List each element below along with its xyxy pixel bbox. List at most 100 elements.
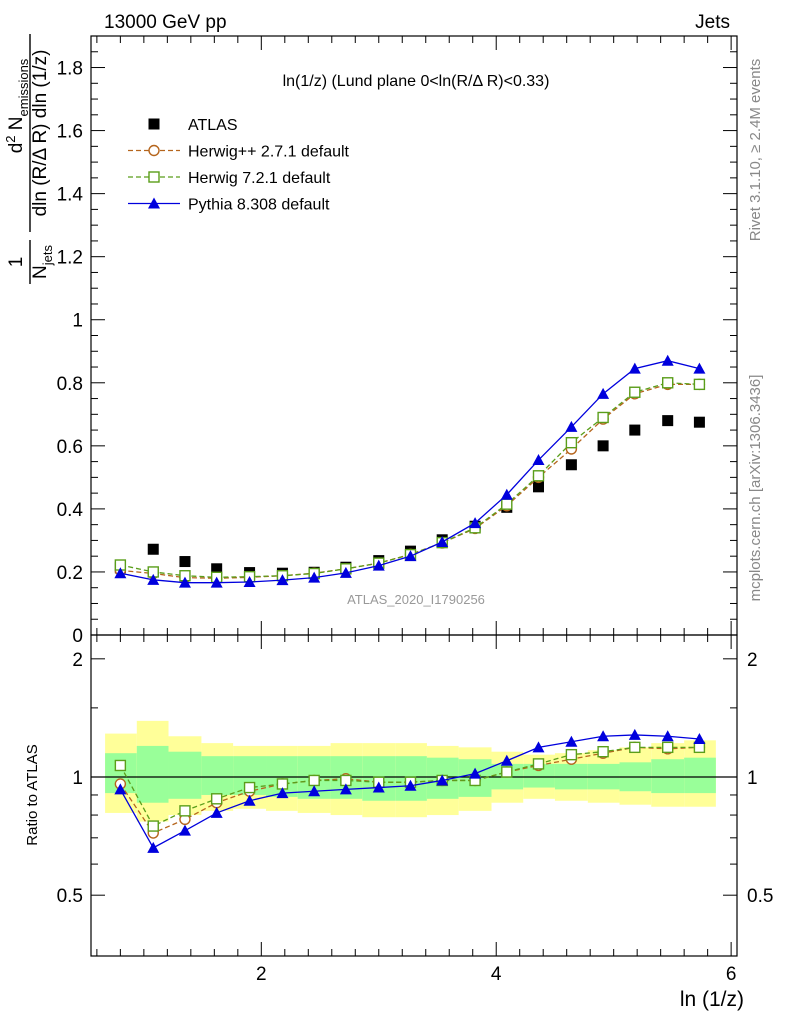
ratio-data-point [308,774,320,787]
ratio-y-tick-label-right: 2 [747,650,758,671]
process-label: Jets [695,12,730,33]
ratio-y-tick-label-right: 1 [747,768,758,789]
y-label-emissions: emissions [16,58,31,116]
ratio-data-point [597,730,610,742]
data-point [661,354,674,366]
y-tick-label: 1.6 [57,122,83,143]
data-point [210,576,223,588]
ratio-data-point [404,779,417,791]
ratio-data-point [500,754,513,766]
legend-marker [148,118,160,130]
y-tick-label: 0 [72,626,83,647]
data-point [436,535,449,547]
y-tick-label: 1.2 [57,248,83,269]
ratio-data-point [372,781,385,793]
data-point [372,559,385,571]
data-point [532,454,545,466]
ratio-plot: 0.5 0.5 1 1 2 2 2 4 6 [57,634,773,985]
x-tick-label: 2 [256,964,267,985]
data-point [500,488,513,500]
data-point [565,459,577,471]
legend-label: Herwig++ 2.7.1 default [188,144,350,161]
plot-title: ln(1/z) (Lund plane 0<ln(R/Δ R)<0.33) [283,73,550,90]
data-point [404,550,417,562]
y-label-d: d [6,143,27,154]
series-3 [114,354,706,588]
ratio-data-point [178,824,191,836]
ratio-data-point [114,759,127,772]
ratio-data-point [693,732,706,744]
legend-label: Pythia 8.308 default [188,197,330,214]
data-point [178,576,191,588]
ratio-data-point [210,806,223,818]
ratio-y-axis-label: Ratio to ATLAS [24,744,41,845]
ratio-data-point [532,741,545,753]
ratio-data-point [532,758,545,770]
data-point [147,543,159,555]
ratio-data-point [114,783,127,795]
data-point [693,416,705,428]
y-label-frac-num: 1 [6,257,27,268]
ratio-data-point [179,805,191,817]
legend-item: Herwig 7.2.1 default [128,170,331,187]
x-axis-label: ln (1/z) [680,988,744,1011]
ratio-band-inner-bin [168,751,202,799]
ratio-band-inner-bin [523,763,555,788]
data-point [629,424,641,436]
ratio-data-point [308,785,321,797]
x-tick-label: 6 [726,964,737,985]
ratio-band-inner-bin [136,745,169,803]
ratio-y-tick-label: 1 [72,768,83,789]
legend-label: Herwig 7.2.1 default [188,170,331,187]
legend: ATLAS Herwig++ 2.7.1 default Herwig 7.2.1 … [128,117,350,214]
data-point [597,411,609,424]
legend-label: ATLAS [188,117,238,134]
ratio-data-point [469,767,482,779]
data-point [469,517,482,529]
ratio-data-point [436,774,449,786]
main-plot: ln(1/z) (Lund plane 0<ln(R/Δ R)<0.33) AT… [57,35,738,647]
data-point [662,415,674,427]
y-label-frac-den: N [30,265,51,279]
data-point [597,440,609,452]
ratio-data-point [628,728,641,740]
y-tick-label: 0.4 [57,500,84,521]
legend-marker [148,144,160,157]
ratio-y-tick-label-right: 0.5 [747,886,773,907]
svg-text:d2 Nemissions: d2 Nemissions [3,58,31,153]
y-tick-label: 0.2 [57,563,83,584]
ratio-data-point [147,841,160,853]
legend-item: Herwig++ 2.7.1 default [128,144,350,161]
y-tick-label: 0.6 [57,437,83,458]
data-point [276,574,289,586]
y-label-frac-den-sub: jets [40,245,55,267]
y-tick-label: 1.8 [57,59,83,80]
data-point [211,563,223,575]
y-label-sup: 2 [3,135,18,142]
energy-label: 13000 GeV pp [104,12,227,33]
y-tick-label: 0.8 [57,374,83,395]
ratio-data-point [243,781,256,794]
data-point [693,378,706,391]
ratio-band-inner-bin [201,756,234,795]
svg-text:Njets: Njets [30,245,55,279]
data-point [501,498,513,510]
ratio-y-tick-label: 0.5 [57,886,83,907]
x-tick-label: 4 [491,964,502,985]
ratio-data-point [276,787,289,799]
data-point [565,436,578,449]
ratio-data-point [565,735,578,747]
mcplots-label: mcplots.cern.ch [arXiv:1306.3436] [747,375,764,602]
data-point [243,576,256,588]
y-label-main: dln (R/Δ R) dln (1/z) [30,50,51,217]
ratio-y-tick-label: 2 [72,650,83,671]
data-point [114,567,127,579]
ratio-series-2 [114,728,706,853]
ratio-data-point [662,741,674,754]
y-tick-label: 1.4 [57,185,84,206]
ratio-band-inner-bin [684,757,716,794]
data-point [597,387,610,399]
ratio-data-point [339,783,352,795]
legend-marker [148,171,160,183]
